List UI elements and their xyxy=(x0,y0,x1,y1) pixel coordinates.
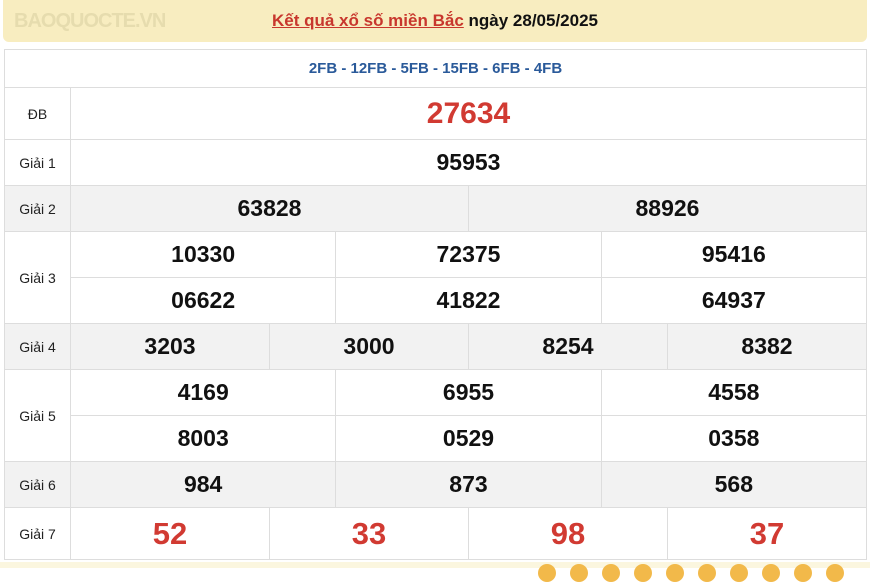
prize-number: 98 xyxy=(468,508,667,559)
footer-band xyxy=(0,562,870,568)
prize-number: 0529 xyxy=(335,416,600,461)
prize-label: Giải 7 xyxy=(5,508,71,559)
prize-label: Giải 4 xyxy=(5,324,71,369)
prize-number: 63828 xyxy=(237,195,302,221)
results-table: 2FB - 12FB - 5FB - 15FB - 6FB - 4FB ĐB 27… xyxy=(4,49,867,560)
decorative-dot xyxy=(538,564,556,582)
prize-number: 27634 xyxy=(426,96,511,130)
prize-number: 4558 xyxy=(600,370,866,415)
prize-number: 72375 xyxy=(335,232,600,277)
prize-label: Giải 5 xyxy=(5,370,71,461)
prize-label: Giải 1 xyxy=(5,140,71,185)
decorative-dot xyxy=(634,564,652,582)
prize-row: Giải 7 52 33 98 37 xyxy=(5,508,866,560)
prize-number: 873 xyxy=(335,462,600,507)
decorative-dot xyxy=(762,564,780,582)
prize-number: 33 xyxy=(269,508,468,559)
prize-number: 52 xyxy=(152,515,188,551)
prize-number: 95953 xyxy=(436,149,501,175)
prize-row: Giải 1 95953 xyxy=(5,140,866,186)
prize-row: Giải 6 984 873 568 xyxy=(5,462,866,508)
prize-number: 64937 xyxy=(600,278,866,323)
prize-label: Giải 3 xyxy=(5,232,71,323)
decorative-dot xyxy=(826,564,844,582)
prize-row: Giải 2 63828 88926 xyxy=(5,186,866,232)
prize-number: 06622 xyxy=(171,287,236,313)
prize-row: Giải 5 4169 6955 4558 8003 0529 0358 xyxy=(5,370,866,462)
decorative-dot xyxy=(730,564,748,582)
prize-number: 95416 xyxy=(600,232,866,277)
prize-number: 10330 xyxy=(171,241,236,267)
prize-number: 3000 xyxy=(269,324,468,369)
prize-number: 984 xyxy=(183,471,223,497)
page-header: Kết quả xổ số miền Bắc ngày 28/05/2025 xyxy=(3,0,867,42)
prize-number: 0358 xyxy=(600,416,866,461)
prize-label: Giải 6 xyxy=(5,462,71,507)
prize-number: 568 xyxy=(600,462,866,507)
prize-row: ĐB 27634 xyxy=(5,88,866,140)
prize-label: Giải 2 xyxy=(5,186,71,231)
prize-number: 8382 xyxy=(667,324,866,369)
watermark: BAOQUOCTE.VN xyxy=(14,10,166,32)
results-link[interactable]: Kết quả xổ số miền Bắc xyxy=(272,11,464,30)
prize-number: 37 xyxy=(667,508,866,559)
prize-codes: 2FB - 12FB - 5FB - 15FB - 6FB - 4FB xyxy=(5,50,866,88)
decorative-dot xyxy=(570,564,588,582)
decorative-dot xyxy=(794,564,812,582)
decorative-dot xyxy=(602,564,620,582)
prize-number: 3203 xyxy=(144,333,196,359)
prize-number: 6955 xyxy=(335,370,600,415)
prize-number: 8003 xyxy=(177,425,229,451)
prize-label: ĐB xyxy=(5,88,71,139)
prize-row: Giải 3 10330 72375 95416 06622 41822 64937 xyxy=(5,232,866,324)
decorative-dot xyxy=(698,564,716,582)
prize-number: 4169 xyxy=(177,379,229,405)
prize-number: 8254 xyxy=(468,324,667,369)
date-text: ngày 28/05/2025 xyxy=(463,11,599,30)
prize-number: 41822 xyxy=(335,278,600,323)
decorative-dot xyxy=(666,564,684,582)
prize-number: 88926 xyxy=(468,186,866,231)
prize-row: Giải 4 3203 3000 8254 8382 xyxy=(5,324,866,370)
